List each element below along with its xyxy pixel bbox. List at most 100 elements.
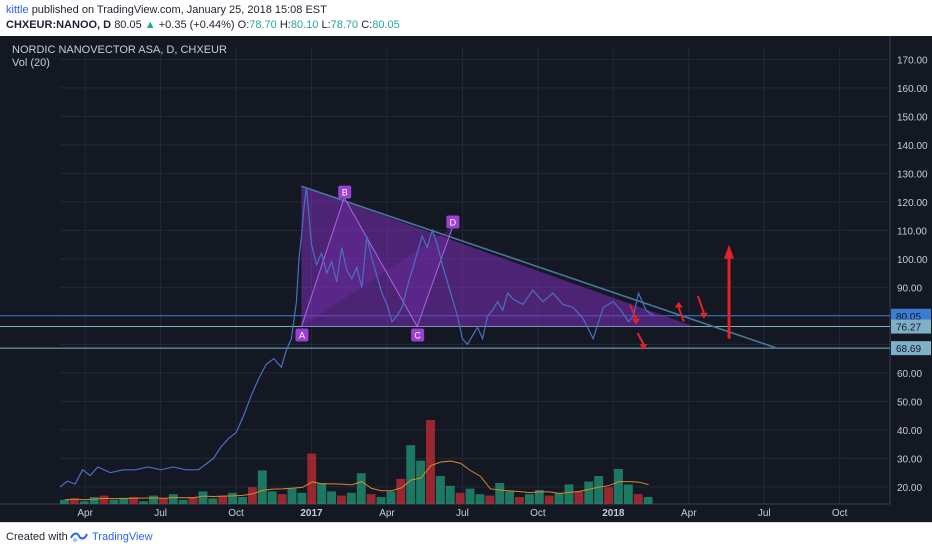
volume-bar xyxy=(614,469,623,504)
chart-title: NORDIC NANOVECTOR ASA, D, CHXEUR xyxy=(12,44,227,56)
red-arrow-head xyxy=(674,301,683,308)
x-tick-label: Oct xyxy=(832,508,848,519)
volume-bar xyxy=(129,497,139,504)
pattern-point-badge xyxy=(295,328,309,342)
y-tick-label: 90.00 xyxy=(897,283,922,294)
symbol-label: CHXEUR:NANOO, D xyxy=(6,19,112,31)
chart-area[interactable]: 170.00 160.00 150.00 140.00 130.00 120.00 110.… xyxy=(0,36,932,522)
y-tick-label: 20.00 xyxy=(897,483,922,494)
price-chart[interactable]: 170.00 160.00 150.00 140.00 130.00 120.00 110.… xyxy=(0,36,932,522)
red-arrow-head xyxy=(631,318,640,325)
volume-bar xyxy=(277,494,287,504)
volume-bar xyxy=(346,492,356,504)
volume-bar xyxy=(60,499,69,504)
price-line xyxy=(59,187,654,488)
volume-bar xyxy=(623,484,633,504)
x-tick-label: Jul xyxy=(456,508,469,519)
volume-bar xyxy=(574,491,584,504)
y-tick-label: 160.00 xyxy=(897,84,928,95)
volume-bar xyxy=(139,501,149,504)
y-tick-label: 110.00 xyxy=(897,226,927,237)
red-arrow-head xyxy=(699,312,708,319)
volume-bar xyxy=(485,495,495,504)
volume-bar xyxy=(327,491,337,504)
y-tick-label: 130.00 xyxy=(897,169,928,180)
volume-bar xyxy=(643,497,653,504)
x-tick-label: Apr xyxy=(379,508,395,519)
volume-bar xyxy=(386,491,396,504)
pattern-point-label: B xyxy=(342,188,348,198)
volume-ma-line xyxy=(64,460,649,501)
pattern-point-badge xyxy=(338,185,352,199)
open-label: O: xyxy=(237,19,250,31)
volume-bar xyxy=(426,420,435,504)
volume-bar xyxy=(79,501,89,504)
volume-bar xyxy=(257,470,267,504)
tradingview-logo-icon[interactable] xyxy=(70,529,88,543)
volume-bar xyxy=(99,495,109,504)
volume-bar xyxy=(149,495,158,504)
red-down-arrow xyxy=(636,332,645,345)
volume-bar xyxy=(475,494,485,504)
volume-bar xyxy=(584,481,594,504)
volume-bar xyxy=(297,492,307,504)
volume-bar xyxy=(168,494,178,504)
volume-bar xyxy=(376,497,386,504)
last-price: 80.05 xyxy=(114,19,142,31)
volume-bar xyxy=(445,485,455,504)
created-with-label: Created with xyxy=(6,531,68,543)
abcd-pattern-line xyxy=(300,196,453,328)
y-tick-label: 30.00 xyxy=(897,454,922,465)
author-link[interactable]: kittle xyxy=(6,4,29,16)
volume-bar xyxy=(633,494,643,504)
tradingview-brand-link[interactable]: TradingView xyxy=(92,531,153,543)
volume-bar xyxy=(524,494,534,504)
volume-bar xyxy=(307,453,317,504)
volume-bar xyxy=(416,460,426,504)
volume-bar xyxy=(188,497,198,504)
volume-bar xyxy=(435,476,445,504)
volume-bar xyxy=(356,473,366,504)
high-value: 80.10 xyxy=(290,19,319,31)
volume-bar xyxy=(337,495,346,504)
x-tick-label: Apr xyxy=(681,508,697,519)
publish-line: kittle published on TradingView.com, Jan… xyxy=(6,4,327,16)
x-tick-label: Jul xyxy=(758,508,771,519)
descending-triangle-fill xyxy=(301,186,694,327)
low-label: L: xyxy=(321,19,331,31)
volume-bar xyxy=(109,499,119,504)
y-tick-label: 120.00 xyxy=(897,198,928,209)
volume-bar xyxy=(89,497,99,504)
volume-bar xyxy=(495,483,505,504)
published-text: published on TradingView.com, January 25… xyxy=(31,4,327,16)
volume-bar xyxy=(198,491,208,504)
price-axis-label: 68.69 xyxy=(896,344,921,355)
volume-bar xyxy=(554,492,564,504)
open-value: 78.70 xyxy=(249,19,277,31)
volume-bar xyxy=(218,495,228,504)
y-tick-label: 40.00 xyxy=(897,426,922,437)
x-tick-label: Oct xyxy=(228,508,244,519)
red-down-arrow xyxy=(696,295,705,314)
volume-bar xyxy=(366,494,376,504)
volume-bar xyxy=(604,487,614,504)
x-tick-label: 2017 xyxy=(300,508,323,519)
volume-bar xyxy=(406,445,416,504)
pattern-point-badge xyxy=(446,215,460,229)
change-up-icon: ▲ xyxy=(144,19,156,31)
close-label: C: xyxy=(361,19,373,31)
volume-bar xyxy=(208,498,218,504)
price-axis-label-bg xyxy=(891,319,931,334)
y-tick-label: 100.00 xyxy=(897,255,928,266)
x-tick-label: Jul xyxy=(154,508,167,519)
pattern-point-label: D xyxy=(450,218,457,228)
volume-bar xyxy=(594,476,604,504)
red-arrow-head xyxy=(639,344,648,351)
high-label: H: xyxy=(279,19,291,31)
volume-bar xyxy=(544,495,554,504)
change-value: +0.35 (+0.44%) xyxy=(158,19,235,31)
red-up-arrow xyxy=(677,307,685,322)
volume-indicator-label[interactable]: Vol (20) xyxy=(12,57,50,69)
quote-line: CHXEUR:NANOO, D 80.05 ▲ +0.35 (+0.44%) O… xyxy=(6,19,400,31)
volume-bar xyxy=(228,492,238,504)
